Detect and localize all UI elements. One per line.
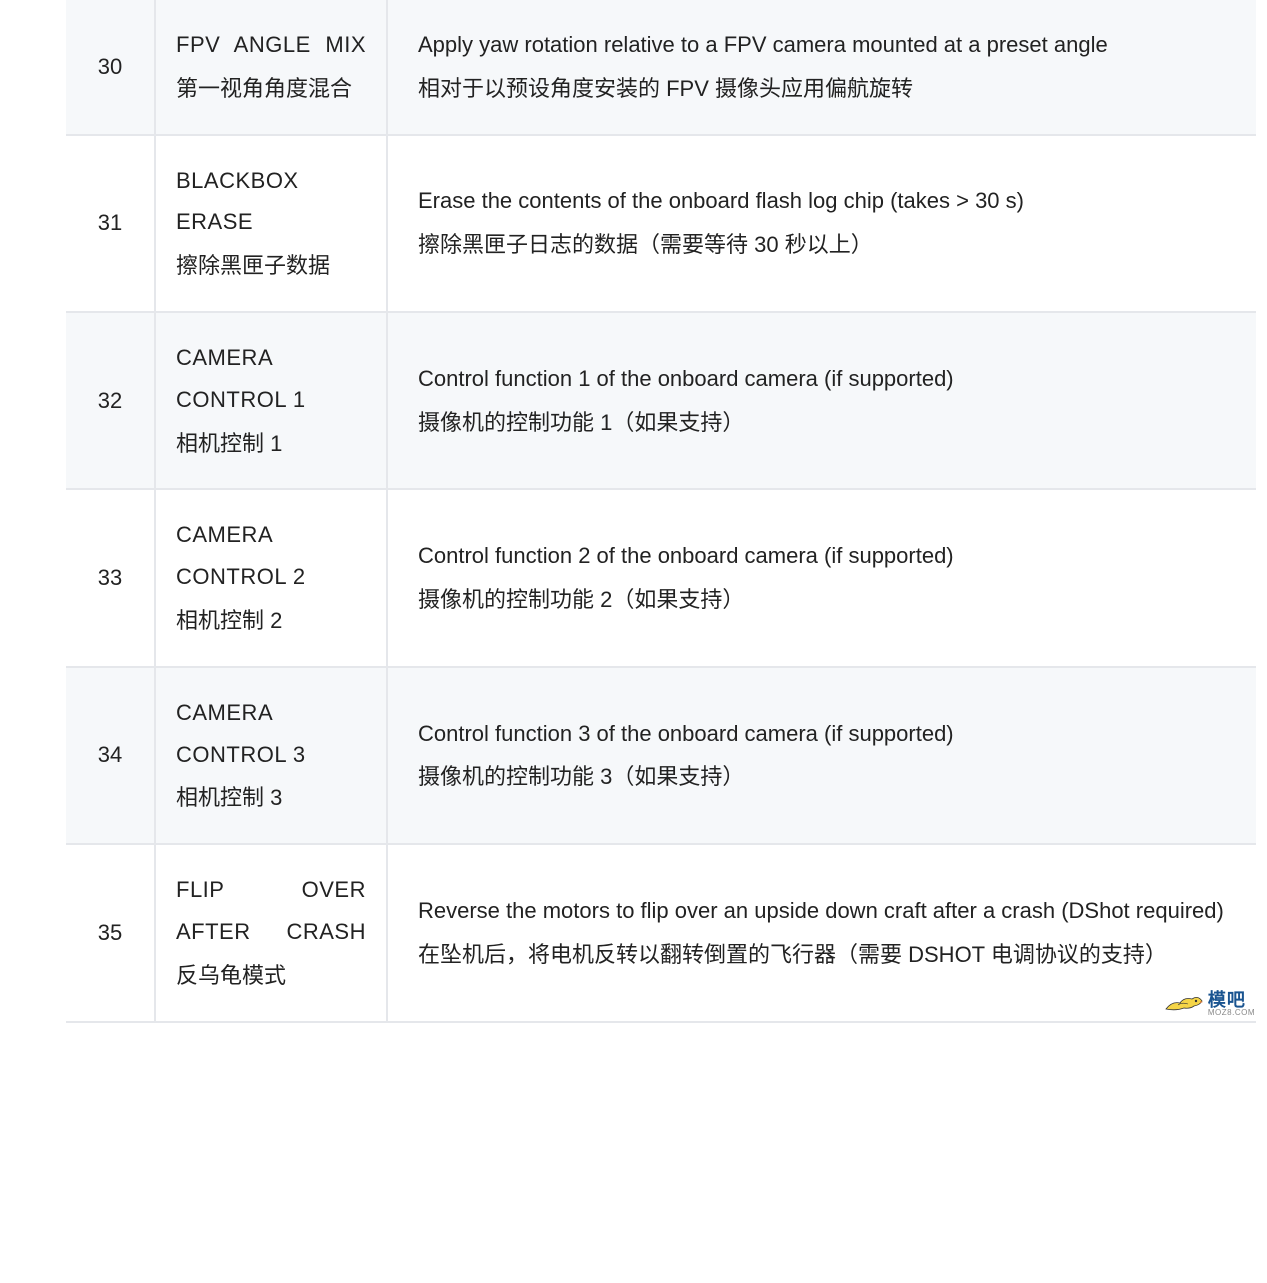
mode-id: 30 (66, 0, 156, 134)
table-row: 34CAMERA CONTROL 3相机控制 3 Control function… (66, 668, 1256, 845)
mode-description-en: Control function 2 of the onboard camera… (418, 535, 1234, 577)
mode-description-cn: 擦除黑匣子日志的数据（需要等待 30 秒以上） (418, 224, 1234, 266)
mode-reference-table: 30FPV ANGLE MIX第一视角角度混合Apply yaw rotatio… (66, 0, 1256, 1023)
mode-name-en: CAMERA CONTROL 3 (176, 692, 366, 776)
mode-description: Reverse the motors to flip over an upsid… (388, 845, 1256, 1020)
mode-description: Apply yaw rotation relative to a FPV cam… (388, 0, 1256, 134)
mode-description-cn: 摄像机的控制功能 1（如果支持） (418, 402, 1234, 444)
mode-id: 31 (66, 136, 156, 311)
mode-description-cn: 摄像机的控制功能 3（如果支持） (418, 756, 1234, 798)
mode-description-cn: 在坠机后，将电机反转以翻转倒置的飞行器（需要 DSHOT 电调协议的支持） (418, 934, 1234, 976)
watermark-bird-icon (1164, 991, 1204, 1017)
mode-id: 35 (66, 845, 156, 1020)
mode-id: 32 (66, 313, 156, 488)
watermark-text-main: 模吧 (1208, 991, 1255, 1009)
mode-description-cn: 相对于以预设角度安装的 FPV 摄像头应用偏航旋转 (418, 68, 1234, 110)
table-row: 30FPV ANGLE MIX第一视角角度混合Apply yaw rotatio… (66, 0, 1256, 136)
mode-name: FLIP OVER AFTER CRASH反乌龟模式 (156, 845, 388, 1020)
mode-id: 33 (66, 490, 156, 665)
mode-name: BLACKBOX ERASE擦除黑匣子数据 (156, 136, 388, 311)
mode-name-cn: 相机控制 2 (176, 600, 366, 642)
mode-name: CAMERA CONTROL 1相机控制 1 (156, 313, 388, 488)
mode-name-en: CAMERA CONTROL 1 (176, 337, 366, 421)
mode-description-en: Reverse the motors to flip over an upsid… (418, 890, 1234, 932)
mode-name: CAMERA CONTROL 2相机控制 2 (156, 490, 388, 665)
mode-name-cn: 第一视角角度混合 (176, 68, 366, 110)
mode-description: Control function 2 of the onboard camera… (388, 490, 1256, 665)
mode-name-cn: 相机控制 1 (176, 423, 366, 465)
watermark-text: 模吧 MOZ8.COM (1208, 991, 1255, 1017)
mode-description: Control function 3 of the onboard camera… (388, 668, 1256, 843)
mode-description-en: Control function 1 of the onboard camera… (418, 358, 1234, 400)
mode-name: CAMERA CONTROL 3相机控制 3 (156, 668, 388, 843)
mode-description-en: Control function 3 of the onboard camera… (418, 713, 1234, 755)
mode-description-cn: 摄像机的控制功能 2（如果支持） (418, 579, 1234, 621)
mode-description-en: Apply yaw rotation relative to a FPV cam… (418, 24, 1234, 66)
watermark-text-sub: MOZ8.COM (1208, 1009, 1255, 1017)
mode-description-en: Erase the contents of the onboard flash … (418, 180, 1234, 222)
watermark: 模吧 MOZ8.COM (1164, 991, 1255, 1017)
mode-name-en: BLACKBOX ERASE (176, 160, 366, 244)
mode-name-cn: 反乌龟模式 (176, 955, 366, 997)
table-row: 32CAMERA CONTROL 1相机控制 1 Control function… (66, 313, 1256, 490)
mode-name-en: CAMERA CONTROL 2 (176, 514, 366, 598)
table-row: 31BLACKBOX ERASE擦除黑匣子数据 Erase the content… (66, 136, 1256, 313)
table-row: 35FLIP OVER AFTER CRASH反乌龟模式 Reverse the … (66, 845, 1256, 1022)
mode-name-cn: 擦除黑匣子数据 (176, 245, 366, 287)
mode-description: Erase the contents of the onboard flash … (388, 136, 1256, 311)
table-row: 33CAMERA CONTROL 2相机控制 2 Control function… (66, 490, 1256, 667)
mode-name: FPV ANGLE MIX第一视角角度混合 (156, 0, 388, 134)
mode-id: 34 (66, 668, 156, 843)
mode-name-en: FLIP OVER AFTER CRASH (176, 869, 366, 953)
mode-name-en: FPV ANGLE MIX (176, 24, 366, 66)
mode-name-cn: 相机控制 3 (176, 777, 366, 819)
mode-description: Control function 1 of the onboard camera… (388, 313, 1256, 488)
